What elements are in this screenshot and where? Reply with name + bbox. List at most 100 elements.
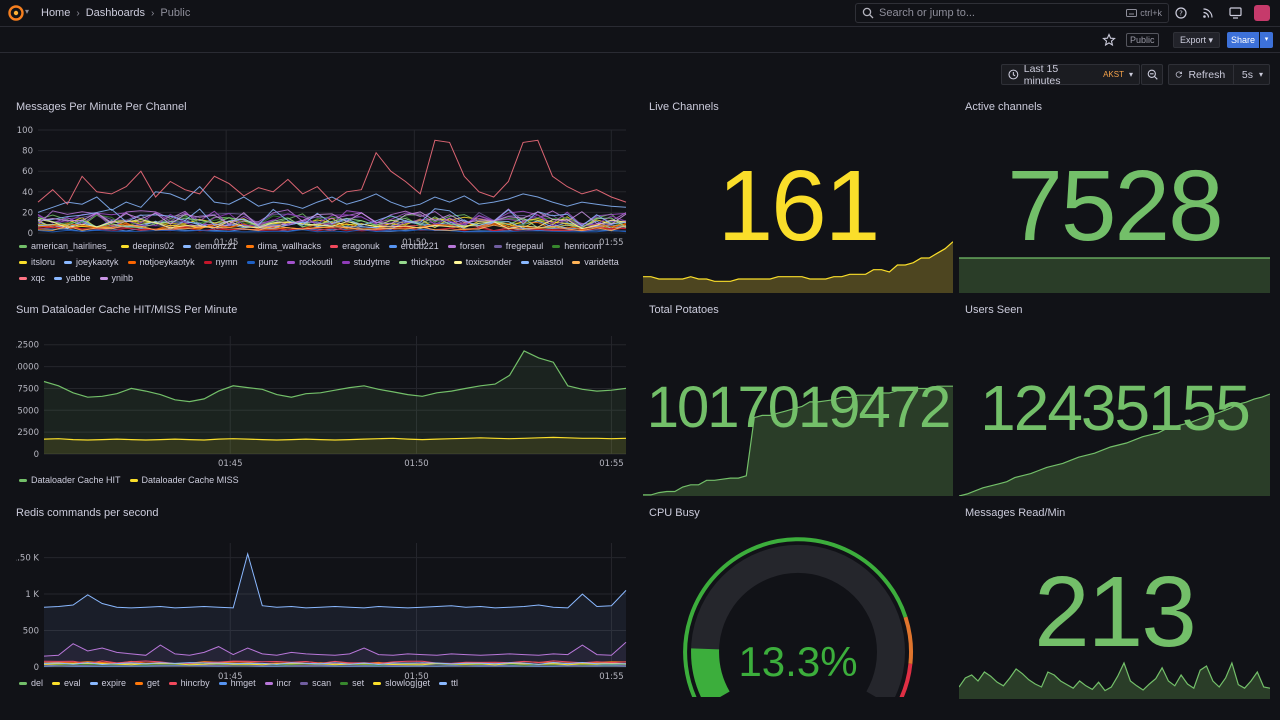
- total-potatoes-sparkline: [643, 385, 953, 496]
- grafana-logo-icon[interactable]: [8, 5, 24, 21]
- series-line-incr: [43, 641, 627, 657]
- help-icon[interactable]: ?: [1173, 5, 1189, 21]
- legend-item[interactable]: hmget: [218, 676, 256, 690]
- gauge-fill: [691, 648, 730, 697]
- legend-item[interactable]: Dataloader Cache HIT: [19, 473, 121, 487]
- legend-item[interactable]: slowlog|get: [373, 676, 430, 690]
- legend-label: rockoutil: [299, 257, 333, 267]
- legend-item[interactable]: joeykaotyk: [64, 255, 119, 269]
- chart-legend: Dataloader Cache HIT Dataloader Cache MIS…: [19, 473, 627, 487]
- legend-item[interactable]: itsloru: [19, 255, 55, 269]
- breadcrumb-current: Public: [160, 7, 191, 19]
- legend-item[interactable]: forsen: [447, 239, 485, 253]
- legend-item[interactable]: rockoutil: [287, 255, 333, 269]
- legend-item[interactable]: studytme: [341, 255, 391, 269]
- rss-news-icon[interactable]: [1200, 5, 1216, 21]
- star-icon[interactable]: [1102, 33, 1116, 47]
- legend-item[interactable]: ttl: [439, 676, 458, 690]
- search-input[interactable]: Search or jump to... ctrl+k: [855, 3, 1169, 23]
- legend-item[interactable]: varidetta: [572, 255, 619, 269]
- legend-item[interactable]: hincrby: [168, 676, 210, 690]
- legend-label: dima_wallhacks: [257, 241, 322, 251]
- series-area: [44, 350, 626, 454]
- legend-item[interactable]: fregepaul: [493, 239, 544, 253]
- user-avatar[interactable]: [1254, 5, 1270, 21]
- zoom-out-button[interactable]: [1141, 64, 1163, 85]
- legend-swatch: [203, 260, 212, 264]
- share-button[interactable]: Share: [1227, 32, 1259, 48]
- breadcrumb-dashboards[interactable]: Dashboards: [85, 7, 146, 19]
- search-shortcut: ctrl+k: [1126, 8, 1162, 18]
- legend-label: ttl: [451, 678, 459, 688]
- legend-item[interactable]: get: [135, 676, 160, 690]
- series-line-hmget: [43, 665, 627, 667]
- legend-label: varidetta: [584, 257, 619, 267]
- legend-label: studytme: [353, 257, 391, 267]
- sparkline-area: [959, 394, 1270, 496]
- chevron-down-icon[interactable]: ▾: [25, 7, 30, 16]
- sparkline-line: [959, 393, 1270, 496]
- panel-title: Sum Dataloader Cache HIT/MISS Per Minute: [16, 304, 238, 316]
- messages-line-chart: 0 20 40 60 80 100 01:45 01:50 01:55: [17, 126, 627, 248]
- legend-item[interactable]: american_hairlines_: [19, 239, 112, 253]
- export-button[interactable]: Export ▾: [1173, 32, 1221, 48]
- refresh-button[interactable]: Refresh: [1188, 68, 1226, 81]
- legend-item[interactable]: erobb221: [388, 239, 439, 253]
- legend-item[interactable]: thickpoo: [399, 255, 445, 269]
- legend-swatch: [341, 260, 350, 264]
- breadcrumb-home[interactable]: Home: [41, 7, 71, 19]
- legend-label: fregepaul: [505, 241, 544, 251]
- time-range-picker[interactable]: Last 15 minutes AKST ▾: [1001, 62, 1140, 87]
- legend-item[interactable]: vaiastol: [520, 255, 563, 269]
- legend-swatch: [330, 244, 339, 248]
- time-range-label: Last 15 minutes: [1023, 62, 1061, 87]
- x-tick-label: 01:55: [599, 672, 624, 682]
- monitor-kiosk-icon[interactable]: [1227, 5, 1243, 21]
- sparkline-area: [959, 258, 1270, 293]
- legend-item[interactable]: henricom: [552, 239, 601, 253]
- legend-swatch: [127, 260, 136, 264]
- legend-item[interactable]: eval: [52, 676, 81, 690]
- legend-swatch: [246, 260, 255, 264]
- legend-item[interactable]: ynihb: [99, 271, 133, 285]
- legend-swatch: [168, 681, 177, 685]
- stat-value: 12435155: [980, 372, 1251, 444]
- series-line-expire: [43, 552, 627, 609]
- legend-label: hmget: [230, 678, 256, 688]
- refresh-icon[interactable]: [1175, 69, 1183, 80]
- series-area: [44, 642, 626, 667]
- messages-read-sparkline: [959, 661, 1270, 699]
- legend-item[interactable]: eragonuk: [330, 239, 380, 253]
- legend-item[interactable]: nymn: [203, 255, 238, 269]
- share-dropdown-button[interactable]: ▾: [1260, 32, 1273, 48]
- chevron-down-icon[interactable]: ▾: [1258, 70, 1263, 79]
- y-tick-label: 7500: [17, 384, 39, 394]
- legend-item[interactable]: scan: [300, 676, 331, 690]
- legend-item[interactable]: del: [19, 676, 43, 690]
- legend-swatch: [135, 681, 144, 685]
- legend-item[interactable]: notjoeykaotyk: [127, 255, 195, 269]
- y-tick-label: 10000: [16, 363, 39, 373]
- legend-label: xqc: [31, 273, 46, 283]
- legend-item[interactable]: deepins02: [120, 239, 174, 253]
- series-area: [44, 437, 626, 454]
- legend-item[interactable]: set: [340, 676, 364, 690]
- dataloader-area-chart: 0 2500 5000 7500 10000 12500 01:45 01:50 01:55: [16, 336, 627, 469]
- y-tick-label: 100: [17, 126, 33, 136]
- legend-label: demonzz1: [195, 241, 237, 251]
- series-line-thickpoo: [37, 216, 627, 229]
- legend-item[interactable]: demonzz1: [183, 239, 237, 253]
- stat-value: 161: [717, 150, 881, 262]
- legend-item[interactable]: expire: [89, 676, 126, 690]
- legend-item[interactable]: toxicsonder: [453, 255, 512, 269]
- legend-item[interactable]: Dataloader Cache MISS: [129, 473, 239, 487]
- legend-item[interactable]: xqc: [19, 271, 45, 285]
- panel-title: Redis commands per second: [16, 507, 159, 519]
- legend-item[interactable]: punz: [246, 255, 278, 269]
- refresh-interval[interactable]: 5s: [1241, 68, 1253, 81]
- legend-item[interactable]: incr: [264, 676, 291, 690]
- y-tick-label: 0: [28, 229, 33, 239]
- legend-item[interactable]: dima_wallhacks: [245, 239, 322, 253]
- legend-item[interactable]: yabbe: [54, 271, 91, 285]
